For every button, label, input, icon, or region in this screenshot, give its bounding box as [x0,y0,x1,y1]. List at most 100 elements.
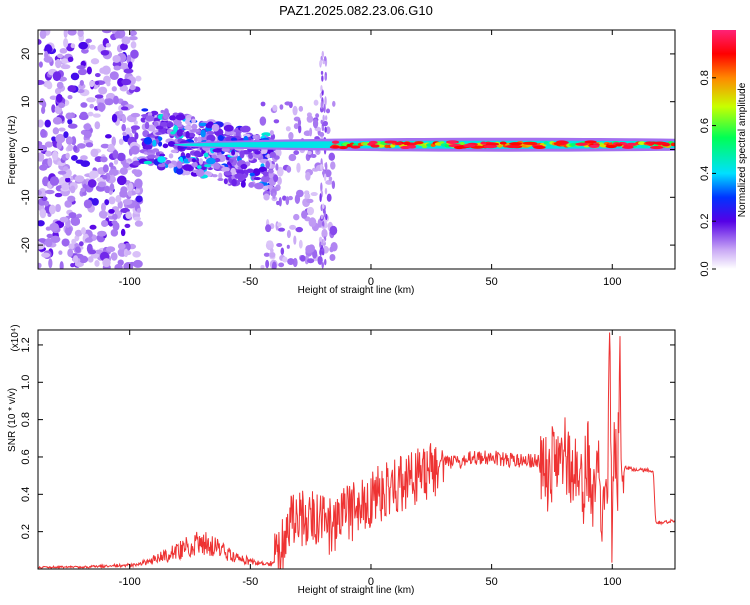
spectrogram-cell [185,153,191,159]
spectrogram-cell [38,189,42,196]
spectrogram-cell [56,81,64,89]
spectrogram-cell [105,42,112,48]
spectrogram-x-tick-label: 50 [485,276,497,288]
spectrogram-cell [38,119,44,128]
spectrogram-cell [147,124,156,132]
spectrogram-cell [94,121,101,130]
spectrogram-cell [156,125,164,130]
spectrogram-cell [322,207,326,214]
spectrogram-cell [234,173,244,179]
spectrogram-cell [112,55,121,63]
spectrogram-cell [170,149,179,154]
spectrogram-cell [321,261,324,269]
spectrogram-cell [67,195,76,202]
spectrogram-cell [78,41,89,50]
spectrogram-cell [203,164,212,168]
spectrogram-cell [323,103,326,114]
spectrogram-cell [121,78,132,86]
spectrogram-cell [147,154,156,159]
colorbar: 0.0 0.2 0.4 0.6 0.8 Normalized spectral ampl… [699,30,748,277]
spectrogram-cell [120,43,128,51]
spectrogram-cell [128,36,138,41]
spectrogram-cell [130,145,140,155]
snr-x-tick-label: 0 [368,576,374,588]
spectrogram-cell [217,135,225,141]
spectrogram-cell [329,253,336,262]
spectrogram-cell [167,163,174,169]
spectrogram-cell [212,174,218,178]
spectrogram-cell [67,118,73,125]
spectrogram-cell [157,163,166,168]
spectrogram-cell [266,153,270,159]
spectrogram-cell [275,163,279,171]
spectrogram-cell [58,127,66,132]
spectrogram-cell [47,157,53,167]
spectrogram-cell [58,102,66,109]
spectrogram-cell [584,140,597,144]
spectrogram-cell [52,71,62,82]
spectrogram-cell [152,139,157,147]
spectrogram-cell [117,242,126,250]
spectrogram-cell [121,123,126,132]
spectrogram-cell [533,145,546,150]
spectrogram-cell [122,198,133,206]
spectrogram-cell [55,133,66,144]
spectrogram-cell [276,200,280,206]
spectrogram-cell [74,175,85,183]
spectrogram-cell [280,247,285,256]
spectrogram-cell [44,141,53,148]
spectrogram-cell [110,229,119,237]
spectrogram-cell [64,225,72,236]
spectrogram-cell [48,258,53,269]
spectrogram-cell [38,39,42,45]
spectrogram-cell [323,56,327,62]
spectrogram-cell [288,195,293,201]
spectrogram-cell [193,136,199,143]
spectrogram-cell [293,150,300,155]
spectrogram-cell [70,216,80,227]
spectrogram-cell [198,122,208,127]
spectrogram-cell [40,128,47,138]
spectrogram-cell [319,132,325,138]
spectrogram-cell [101,30,112,34]
spectrogram-cell [321,50,324,58]
spectrogram-y-tick-label: -20 [20,237,32,253]
spectrogram-cell [286,244,290,249]
spectrogram-cell [260,101,266,107]
colorbar-tick-label: 0.2 [699,214,711,229]
spectrogram-cell [265,224,272,233]
spectrogram-cell [588,144,600,149]
spectrogram-cell [85,142,94,148]
spectrogram-cell [82,191,87,196]
spectrogram-cell [313,99,319,106]
snr-y-multiplier: (x10⁴) [10,324,21,351]
spectrogram-cell [480,141,487,145]
spectrogram-cell [288,131,294,140]
spectrogram-cell [331,180,336,190]
snr-y-tick-label: 0.2 [20,524,32,539]
spectrogram-cell [183,170,191,176]
spectrogram-cell [83,130,92,139]
spectrogram-cell [206,130,215,135]
spectrogram-cell [258,166,267,172]
spectrogram-cell [293,235,297,245]
spectrogram-cell [144,121,150,130]
spectrogram-cell [459,141,465,146]
spectrogram-cell [253,177,262,181]
spectrogram-cell [49,222,60,232]
spectrogram-cell [235,131,241,138]
spectrogram-cell [80,102,88,108]
spectrogram-cell [69,185,76,194]
spectrogram-cell [116,152,126,162]
spectrogram-cell [129,30,137,36]
spectrogram-cell [65,112,74,120]
spectrogram-cell [118,138,124,145]
spectrogram-cell [307,150,312,155]
spectrogram-cell [321,220,325,227]
spectrogram-cell [51,104,56,113]
spectrogram-cell [71,238,77,245]
spectrogram-cell [326,193,332,202]
spectrogram-cell [191,158,197,163]
spectrogram-cell [119,189,128,198]
spectrogram-cell [175,114,186,121]
